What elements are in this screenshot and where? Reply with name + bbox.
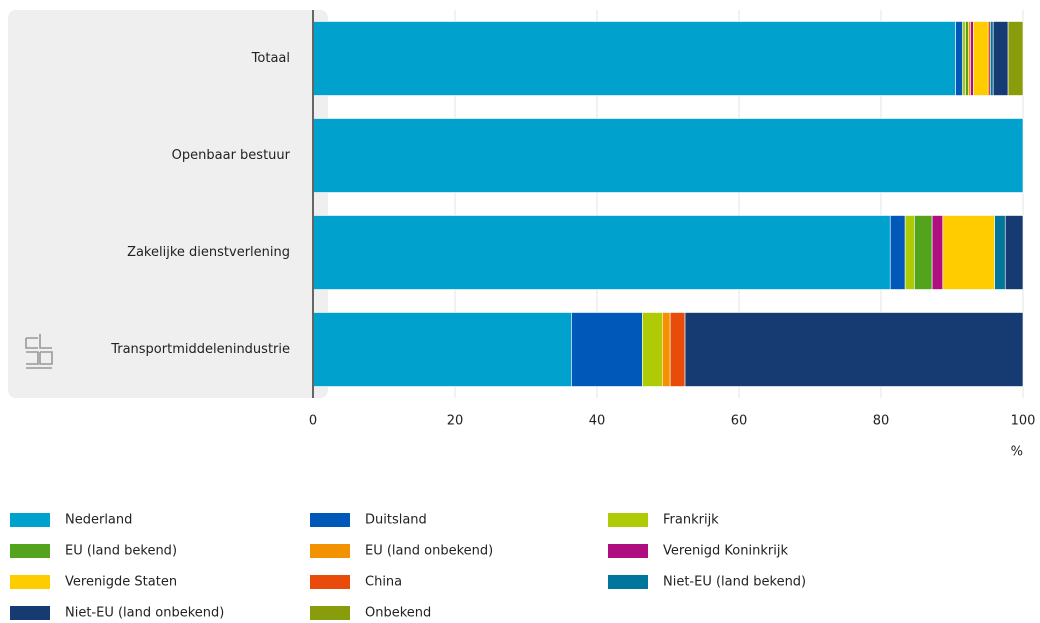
bar-segment	[312, 312, 572, 387]
legend-swatch	[608, 544, 648, 558]
bar-segment	[968, 21, 971, 96]
bar-segment	[1007, 21, 1024, 96]
legend-swatch	[10, 513, 50, 527]
legend-label: Frankrijk	[663, 513, 719, 528]
bar-segment	[914, 215, 933, 290]
bar-segment	[662, 312, 671, 387]
category-panel	[8, 10, 328, 398]
y-tick-label: Totaal	[251, 51, 290, 66]
bar-segment	[904, 215, 915, 290]
bar-segment	[990, 21, 994, 96]
bar-segment	[987, 21, 991, 96]
bar-segment	[684, 312, 1024, 387]
bar-segment	[994, 215, 1006, 290]
bar-segment	[942, 215, 995, 290]
bar-segment	[955, 21, 963, 96]
legend-label: Nederland	[65, 513, 132, 528]
x-tick-label: 40	[589, 414, 606, 429]
legend-label: Duitsland	[365, 513, 427, 528]
legend-swatch	[608, 513, 648, 527]
legend-swatch	[310, 575, 350, 589]
x-tick-label: 80	[873, 414, 890, 429]
bar-segment	[312, 118, 1024, 193]
bar-segment	[962, 21, 966, 96]
legend-swatch	[310, 513, 350, 527]
bar-segment	[972, 21, 989, 96]
x-tick-label: 60	[731, 414, 748, 429]
bar-segment	[312, 215, 891, 290]
legend-swatch	[310, 606, 350, 620]
bar-segment	[1004, 215, 1024, 290]
legend-label: Niet-EU (land bekend)	[663, 575, 806, 590]
legend-label: Verenigde Staten	[65, 575, 177, 590]
legend-label: Verenigd Koninkrijk	[663, 544, 788, 559]
bar-segment	[642, 312, 663, 387]
bar-segment	[992, 21, 1009, 96]
bar-segment	[571, 312, 643, 387]
legend-label: EU (land bekend)	[65, 544, 177, 559]
x-tick-label: 100	[1011, 414, 1036, 429]
x-tick-label: 0	[309, 414, 317, 429]
legend-label: China	[365, 575, 402, 590]
y-tick-label: Zakelijke dienstverlening	[127, 245, 290, 260]
legend-swatch	[608, 575, 648, 589]
x-axis-unit: %	[1011, 445, 1023, 460]
legend-swatch	[310, 544, 350, 558]
legend-label: Niet-EU (land onbekend)	[65, 606, 224, 621]
legend-swatch	[10, 544, 50, 558]
cbs-logo	[25, 334, 53, 369]
legend-label: EU (land onbekend)	[365, 544, 493, 559]
bar-segment	[889, 215, 906, 290]
bar-segment	[669, 312, 686, 387]
bar-segment	[965, 21, 969, 96]
legend-label: Onbekend	[365, 606, 431, 621]
bar-segment	[931, 215, 944, 290]
legend-swatch	[10, 606, 50, 620]
bar-segment	[970, 21, 974, 96]
x-tick-label: 20	[447, 414, 464, 429]
y-tick-label: Transportmiddelenindustrie	[110, 342, 290, 357]
bar-segment	[312, 21, 956, 96]
legend-swatch	[10, 575, 50, 589]
y-tick-label: Openbaar bestuur	[172, 148, 291, 163]
